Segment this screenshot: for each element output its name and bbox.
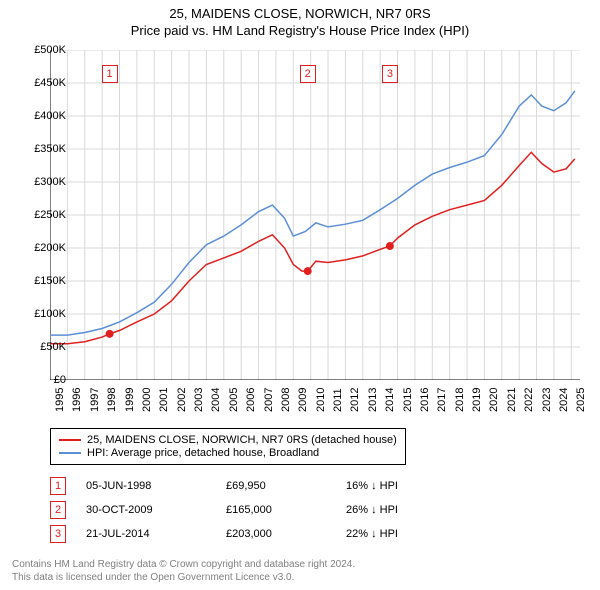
transaction-row: 1 05-JUN-1998 £69,950 16% ↓ HPI bbox=[50, 474, 446, 498]
x-tick-label: 2025 bbox=[575, 388, 587, 412]
legend-label-0: 25, MAIDENS CLOSE, NORWICH, NR7 0RS (det… bbox=[87, 434, 397, 446]
x-tick-label: 2019 bbox=[471, 388, 483, 412]
x-tick-label: 2015 bbox=[402, 388, 414, 412]
legend-row: 25, MAIDENS CLOSE, NORWICH, NR7 0RS (det… bbox=[59, 434, 397, 446]
transaction-date: 05-JUN-1998 bbox=[86, 480, 226, 492]
transaction-pct: 16% ↓ HPI bbox=[346, 480, 446, 492]
transaction-marker-3: 3 bbox=[50, 525, 66, 543]
y-tick-label: £400K bbox=[6, 110, 66, 122]
legend-swatch-1 bbox=[59, 452, 81, 454]
transaction-price: £165,000 bbox=[226, 504, 346, 516]
y-tick-label: £150K bbox=[6, 275, 66, 287]
legend-label-1: HPI: Average price, detached house, Broa… bbox=[87, 447, 319, 459]
transaction-pct: 22% ↓ HPI bbox=[346, 528, 446, 540]
transaction-pct: 26% ↓ HPI bbox=[346, 504, 446, 516]
y-tick-label: £250K bbox=[6, 209, 66, 221]
x-tick-label: 2018 bbox=[454, 388, 466, 412]
transaction-marker-2: 2 bbox=[50, 501, 66, 519]
x-tick-label: 2002 bbox=[176, 388, 188, 412]
x-tick-label: 2016 bbox=[419, 388, 431, 412]
x-tick-label: 2009 bbox=[297, 388, 309, 412]
title-line2: Price paid vs. HM Land Registry's House … bbox=[0, 23, 600, 38]
legend-row: HPI: Average price, detached house, Broa… bbox=[59, 447, 397, 459]
chart-marker-box: 1 bbox=[102, 65, 118, 83]
footer: Contains HM Land Registry data © Crown c… bbox=[12, 558, 355, 584]
transaction-row: 2 30-OCT-2009 £165,000 26% ↓ HPI bbox=[50, 498, 446, 522]
x-tick-label: 2020 bbox=[488, 388, 500, 412]
x-tick-label: 2007 bbox=[263, 388, 275, 412]
x-tick-label: 2021 bbox=[506, 388, 518, 412]
x-tick-label: 2014 bbox=[384, 388, 396, 412]
x-tick-label: 2013 bbox=[367, 388, 379, 412]
x-tick-label: 2011 bbox=[332, 388, 344, 412]
title-block: 25, MAIDENS CLOSE, NORWICH, NR7 0RS Pric… bbox=[0, 0, 600, 38]
chart-svg bbox=[50, 50, 580, 380]
transaction-marker-1: 1 bbox=[50, 477, 66, 495]
y-tick-label: £50K bbox=[6, 341, 66, 353]
chart-area bbox=[50, 50, 580, 380]
transaction-row: 3 21-JUL-2014 £203,000 22% ↓ HPI bbox=[50, 522, 446, 546]
x-tick-label: 2023 bbox=[541, 388, 553, 412]
x-tick-label: 2010 bbox=[315, 388, 327, 412]
x-tick-label: 2000 bbox=[141, 388, 153, 412]
x-tick-label: 2005 bbox=[228, 388, 240, 412]
x-tick-label: 2001 bbox=[158, 388, 170, 412]
x-tick-label: 2003 bbox=[193, 388, 205, 412]
title-line1: 25, MAIDENS CLOSE, NORWICH, NR7 0RS bbox=[0, 6, 600, 21]
x-tick-label: 2012 bbox=[349, 388, 361, 412]
x-tick-label: 2024 bbox=[558, 388, 570, 412]
transaction-price: £203,000 bbox=[226, 528, 346, 540]
x-tick-label: 1995 bbox=[54, 388, 66, 412]
legend-swatch-0 bbox=[59, 439, 81, 441]
footer-line2: This data is licensed under the Open Gov… bbox=[12, 571, 355, 584]
x-tick-label: 1997 bbox=[89, 388, 101, 412]
x-tick-label: 2008 bbox=[280, 388, 292, 412]
x-tick-label: 1999 bbox=[124, 388, 136, 412]
y-tick-label: £200K bbox=[6, 242, 66, 254]
y-tick-label: £100K bbox=[6, 308, 66, 320]
x-tick-label: 1996 bbox=[71, 388, 83, 412]
footer-line1: Contains HM Land Registry data © Crown c… bbox=[12, 558, 355, 571]
transaction-date: 30-OCT-2009 bbox=[86, 504, 226, 516]
y-tick-label: £350K bbox=[6, 143, 66, 155]
x-tick-label: 2022 bbox=[523, 388, 535, 412]
x-tick-label: 2006 bbox=[245, 388, 257, 412]
y-tick-label: £0 bbox=[6, 374, 66, 386]
x-tick-label: 2004 bbox=[210, 388, 222, 412]
y-tick-label: £300K bbox=[6, 176, 66, 188]
x-tick-label: 2017 bbox=[436, 388, 448, 412]
transaction-price: £69,950 bbox=[226, 480, 346, 492]
chart-marker-box: 3 bbox=[382, 65, 398, 83]
y-tick-label: £500K bbox=[6, 44, 66, 56]
chart-marker-box: 2 bbox=[300, 65, 316, 83]
y-tick-label: £450K bbox=[6, 77, 66, 89]
legend: 25, MAIDENS CLOSE, NORWICH, NR7 0RS (det… bbox=[50, 428, 406, 465]
chart-container: 25, MAIDENS CLOSE, NORWICH, NR7 0RS Pric… bbox=[0, 0, 600, 590]
transaction-date: 21-JUL-2014 bbox=[86, 528, 226, 540]
x-tick-label: 1998 bbox=[106, 388, 118, 412]
transaction-table: 1 05-JUN-1998 £69,950 16% ↓ HPI 2 30-OCT… bbox=[50, 474, 446, 546]
